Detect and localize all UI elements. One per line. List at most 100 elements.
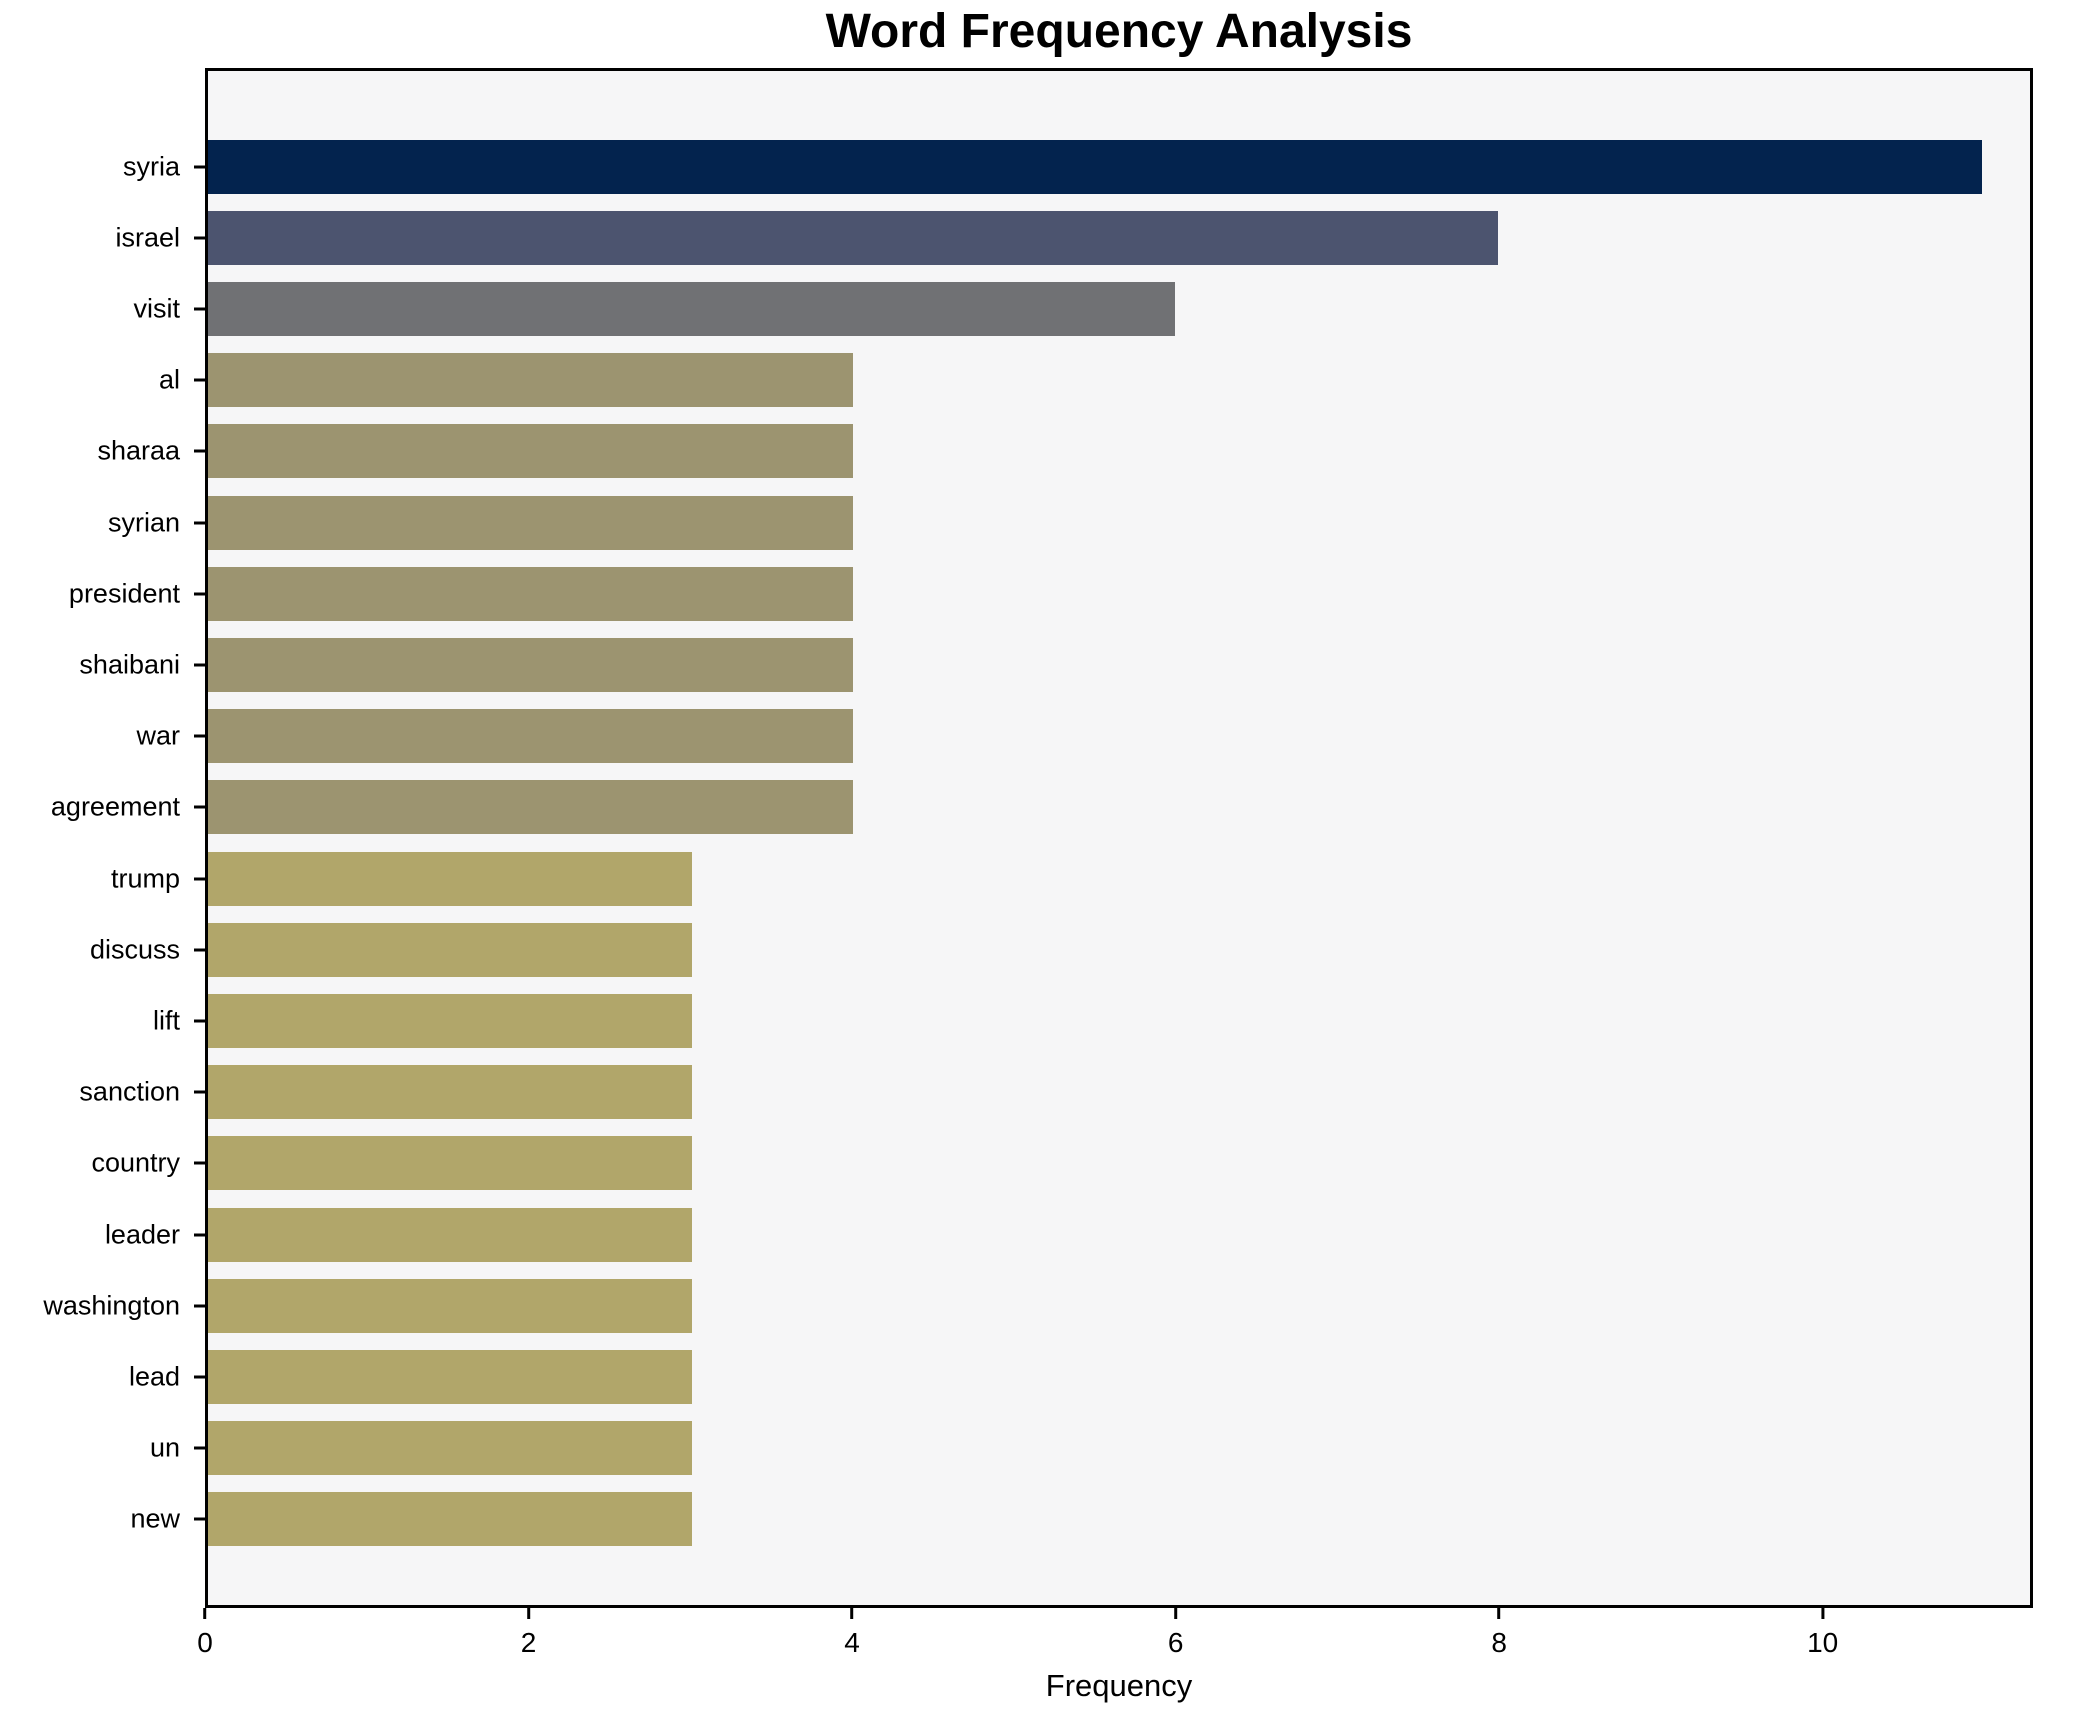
y-tick-label: visit xyxy=(133,293,181,324)
frequency-bar xyxy=(208,566,853,621)
bar-row: washington xyxy=(43,1270,2030,1341)
bar-row: lead xyxy=(129,1341,2030,1412)
y-tick-mark xyxy=(194,1446,205,1450)
frequency-bar xyxy=(208,638,853,693)
y-tick-mark xyxy=(194,378,205,382)
frequency-bar xyxy=(208,709,853,764)
bar-row: syria xyxy=(123,131,2030,202)
x-tick-mark xyxy=(1497,1608,1501,1619)
y-tick-mark xyxy=(194,877,205,881)
bar-row: sanction xyxy=(79,1057,2030,1128)
frequency-bar xyxy=(208,353,853,408)
frequency-bar xyxy=(208,139,1982,194)
y-tick-label: shaibani xyxy=(79,649,180,680)
y-tick-label: washington xyxy=(43,1290,180,1321)
y-tick-mark xyxy=(194,948,205,952)
bar-row: shaibani xyxy=(79,629,2030,700)
bar-row: new xyxy=(130,1484,2030,1555)
bar-row: leader xyxy=(105,1199,2030,1270)
frequency-bar xyxy=(208,210,1498,265)
y-tick-label: country xyxy=(91,1147,180,1178)
y-tick-label: agreement xyxy=(50,791,180,822)
y-tick-mark xyxy=(194,1375,205,1379)
bar-row: lift xyxy=(153,985,2030,1056)
frequency-bar xyxy=(208,495,853,550)
y-tick-label: trump xyxy=(110,863,180,894)
y-tick-label: sharaa xyxy=(97,435,180,466)
frequency-bar xyxy=(208,1065,692,1120)
y-tick-label: lift xyxy=(153,1005,180,1036)
y-tick-mark xyxy=(194,1233,205,1237)
bar-row: sharaa xyxy=(97,416,2030,487)
x-tick: 8 xyxy=(1491,1608,1507,1659)
y-tick-mark xyxy=(194,592,205,596)
bar-row: agreement xyxy=(51,772,2030,843)
frequency-bar xyxy=(208,1136,692,1191)
bar-row: un xyxy=(150,1413,2030,1484)
bars-area: syria israel visit al sharaa syrian president s… xyxy=(43,71,2030,1605)
x-tick-mark xyxy=(203,1608,207,1619)
x-axis-title: Frequency xyxy=(1045,1668,1193,1703)
frequency-bar xyxy=(208,1207,692,1262)
x-tick: 0 xyxy=(197,1608,213,1659)
bar-row: president xyxy=(69,558,2030,629)
y-tick-label: leader xyxy=(104,1219,180,1250)
x-axis: 0 2 4 6 8 10 xyxy=(197,1608,2033,1668)
y-tick-mark xyxy=(194,1019,205,1023)
y-tick-label: israel xyxy=(115,222,180,253)
bar-row: country xyxy=(91,1128,2030,1199)
x-tick-label: 2 xyxy=(520,1627,537,1658)
y-tick-mark xyxy=(194,1161,205,1165)
y-tick-label: president xyxy=(68,578,180,609)
x-tick-mark xyxy=(1821,1608,1825,1619)
y-tick-label: war xyxy=(136,720,180,751)
x-tick-label: 4 xyxy=(844,1627,860,1658)
y-tick-mark xyxy=(194,307,205,311)
y-tick-mark xyxy=(194,1304,205,1308)
y-tick-label: lead xyxy=(128,1361,180,1392)
bar-row: visit xyxy=(134,273,2030,344)
bar-row: al xyxy=(159,345,2030,416)
x-tick: 4 xyxy=(844,1608,860,1659)
x-tick: 2 xyxy=(520,1608,537,1659)
x-tick-label: 6 xyxy=(1167,1627,1184,1658)
frequency-bar xyxy=(208,1421,692,1476)
frequency-bar xyxy=(208,282,1176,336)
y-tick-mark xyxy=(194,236,205,240)
x-tick-label: 0 xyxy=(197,1627,213,1658)
y-tick-mark xyxy=(194,449,205,453)
bar-row: trump xyxy=(111,843,2030,914)
y-tick-mark xyxy=(194,734,205,738)
x-tick-label: 10 xyxy=(1807,1627,1839,1658)
y-tick-label: new xyxy=(130,1503,180,1534)
frequency-bar xyxy=(208,851,692,906)
frequency-bar xyxy=(208,1492,692,1547)
y-tick-mark xyxy=(194,663,205,667)
bar-row: discuss xyxy=(90,914,2030,985)
frequency-bar xyxy=(208,994,692,1049)
bar-row: israel xyxy=(115,202,2030,273)
x-tick-label: 8 xyxy=(1491,1627,1507,1658)
y-tick-mark xyxy=(194,1517,205,1521)
y-tick-label: un xyxy=(149,1432,180,1463)
y-tick-label: syria xyxy=(122,151,180,182)
frequency-bar xyxy=(208,1278,692,1333)
x-tick-mark xyxy=(1174,1608,1178,1619)
y-tick-mark xyxy=(194,165,205,169)
y-tick-mark xyxy=(194,1090,205,1094)
frequency-bar xyxy=(208,1350,692,1405)
frequency-bar xyxy=(208,780,853,835)
y-tick-label: sanction xyxy=(79,1076,180,1107)
x-tick: 6 xyxy=(1167,1608,1184,1659)
bar-row: war xyxy=(136,701,2030,772)
y-tick-label: discuss xyxy=(89,934,180,965)
chart-title: Word Frequency Analysis xyxy=(825,5,1413,58)
y-tick-label: al xyxy=(158,364,180,395)
y-tick-label: syrian xyxy=(107,507,180,538)
x-tick: 10 xyxy=(1807,1608,1838,1659)
frequency-bar xyxy=(208,424,853,479)
x-tick-mark xyxy=(850,1608,854,1619)
plot-area: syria israel visit al sharaa syrian president s… xyxy=(43,68,2033,1608)
bar-row: syrian xyxy=(108,487,2030,558)
